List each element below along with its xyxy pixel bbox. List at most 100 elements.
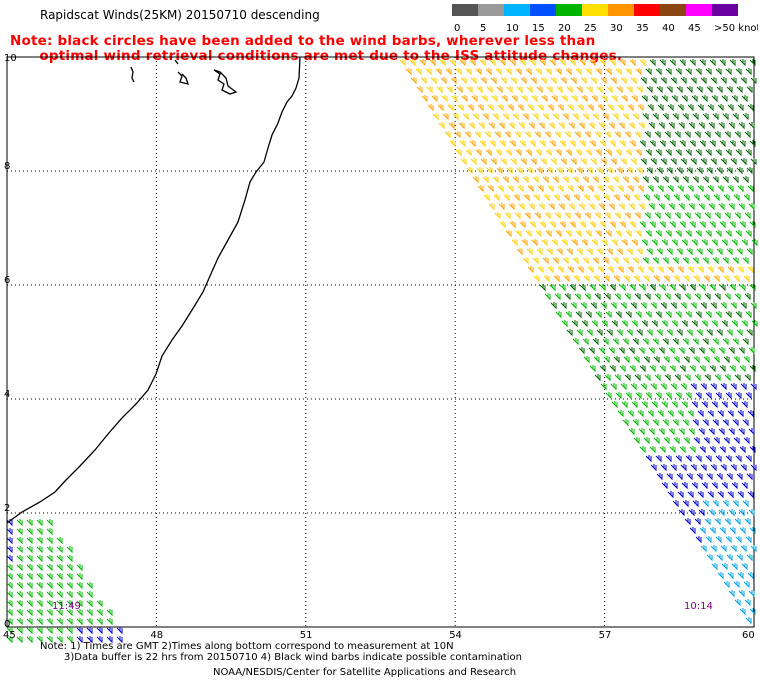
wind-barb <box>738 122 745 130</box>
wind-barb <box>717 410 724 418</box>
wind-barb <box>591 95 598 103</box>
wind-barb <box>565 68 572 76</box>
wind-barb <box>719 365 726 373</box>
wind-barb <box>661 239 668 247</box>
wind-barb <box>486 86 493 94</box>
wind-barb <box>16 582 23 590</box>
wind-barb <box>707 104 714 112</box>
wind-barb <box>483 194 490 202</box>
wind-barb <box>715 536 722 544</box>
wind-barb <box>555 68 562 76</box>
wind-barb <box>475 149 482 157</box>
wind-barb <box>625 149 632 157</box>
wind-barb <box>16 636 23 644</box>
wind-barb <box>584 212 591 220</box>
wind-barb <box>442 113 449 121</box>
wind-barb <box>106 627 113 635</box>
wind-barb <box>502 113 509 121</box>
wind-barb <box>737 410 744 418</box>
wind-barb <box>617 104 624 112</box>
wind-barb <box>659 365 666 373</box>
wind-barb <box>699 140 706 148</box>
colorbar-label: 20 <box>558 23 571 34</box>
wind-barb <box>602 176 609 184</box>
wind-barb <box>628 122 635 130</box>
wind-barb <box>668 347 675 355</box>
wind-barb <box>713 194 720 202</box>
wind-barb <box>56 609 63 617</box>
wind-barb <box>712 338 719 346</box>
wind-barb <box>577 185 584 193</box>
wind-barb <box>685 149 692 157</box>
wind-barb <box>664 212 671 220</box>
wind-barb <box>501 95 508 103</box>
wind-barb <box>666 167 673 175</box>
wind-barb <box>692 500 699 508</box>
wind-barb <box>578 203 585 211</box>
wind-barb <box>641 239 648 247</box>
wind-barb <box>750 77 757 85</box>
wind-barb <box>743 356 750 364</box>
wind-barb <box>586 167 593 175</box>
wind-barb <box>662 257 669 265</box>
wind-barb <box>592 113 599 121</box>
wind-barb <box>666 248 673 256</box>
wind-barb <box>710 77 717 85</box>
wind-barb <box>745 455 752 463</box>
wind-barb <box>731 320 738 328</box>
wind-barb <box>560 302 567 310</box>
wind-barb <box>551 239 558 247</box>
wind-barb <box>659 140 666 148</box>
wind-barb <box>640 77 647 85</box>
wind-barb <box>641 401 648 409</box>
wind-barb <box>703 275 710 283</box>
wind-barb <box>542 257 549 265</box>
wind-barb <box>702 257 709 265</box>
wind-barb <box>576 86 583 94</box>
wind-barb <box>476 86 483 94</box>
wind-barb <box>608 122 615 130</box>
wind-barb <box>672 419 679 427</box>
wind-barb <box>573 275 580 283</box>
wind-barb <box>690 77 697 85</box>
wind-barb <box>676 248 683 256</box>
wind-barb <box>719 59 726 67</box>
wind-barb <box>727 104 734 112</box>
wind-barb <box>561 320 568 328</box>
wind-barb <box>615 392 622 400</box>
wind-barb <box>6 618 13 626</box>
wind-barb <box>540 77 547 85</box>
wind-barb <box>583 194 590 202</box>
wind-barb <box>610 77 617 85</box>
wind-barb <box>602 113 609 121</box>
wind-barb <box>720 545 727 553</box>
wind-barb <box>638 122 645 130</box>
wind-barb <box>6 573 13 581</box>
wind-barb <box>514 212 521 220</box>
wind-barb <box>634 212 641 220</box>
wind-barb <box>420 77 427 85</box>
wind-barb <box>76 564 83 572</box>
wind-barb <box>746 329 753 337</box>
wind-barb <box>707 266 714 274</box>
wind-barb <box>643 356 650 364</box>
wind-barb <box>708 347 715 355</box>
colorbar-swatch <box>660 4 686 16</box>
wind-barb <box>688 203 695 211</box>
colorbar-label: 35 <box>636 23 649 34</box>
wind-barb <box>546 248 553 256</box>
wind-barb <box>745 149 752 157</box>
wind-barb <box>743 275 750 283</box>
wind-barb <box>636 167 643 175</box>
wind-barb <box>714 131 721 139</box>
wind-barb <box>607 185 614 193</box>
wind-barb <box>537 104 544 112</box>
wind-barb <box>707 410 714 418</box>
wind-barb <box>26 537 33 545</box>
wind-barb <box>650 383 657 391</box>
wind-barb <box>470 77 477 85</box>
colorbar-label: 15 <box>532 23 545 34</box>
wind-barb <box>86 636 93 644</box>
wind-barb <box>488 203 495 211</box>
wind-barb <box>504 212 511 220</box>
